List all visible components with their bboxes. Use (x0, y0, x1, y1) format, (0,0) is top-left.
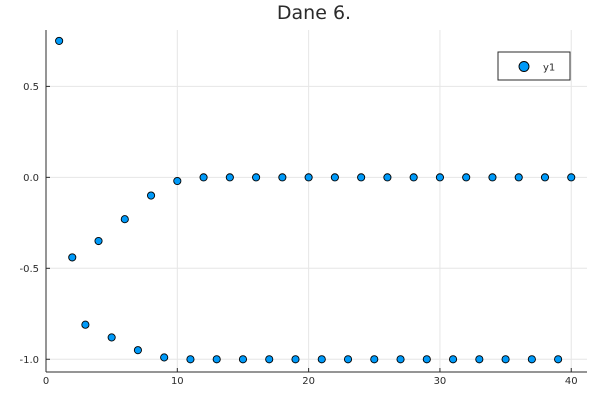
data-point (488, 173, 497, 182)
y-tick-label: -1.0 (19, 355, 39, 366)
x-tick-label: 10 (171, 376, 184, 387)
chart-title: Dane 6. (277, 2, 351, 24)
data-point (540, 173, 550, 182)
data-point (383, 173, 392, 182)
data-point (304, 173, 313, 182)
data-point (501, 355, 510, 364)
data-point (278, 173, 287, 182)
data-points (55, 36, 576, 364)
data-point (238, 355, 248, 364)
data-point (357, 173, 366, 182)
data-point (370, 355, 379, 364)
data-point (514, 173, 523, 182)
data-point (252, 173, 261, 182)
data-point (291, 355, 300, 364)
data-point (199, 173, 208, 182)
legend-box (497, 51, 571, 81)
axes (45, 30, 587, 373)
y-tick-label: 0.0 (23, 173, 39, 184)
data-point (212, 355, 221, 364)
data-point (107, 333, 116, 342)
data-point (449, 355, 458, 364)
data-point (94, 236, 103, 246)
tick-labels: 0 10 20 30 40 -1.0 -0.5 0.0 0.5 (19, 82, 577, 387)
data-point (81, 320, 90, 329)
x-tick-label: 0 (43, 376, 49, 387)
legend-label: y1 (543, 63, 555, 74)
data-point (343, 355, 353, 364)
data-point (475, 355, 484, 364)
data-point (422, 355, 431, 364)
data-point (317, 355, 326, 364)
x-tick-label: 20 (302, 376, 315, 387)
data-point (527, 355, 536, 364)
data-point (435, 173, 444, 182)
data-point (68, 253, 77, 262)
data-point (567, 173, 576, 182)
y-tick-label: -0.5 (19, 264, 39, 275)
data-point (146, 191, 156, 200)
data-point (133, 346, 142, 355)
data-point (409, 173, 418, 182)
data-point (225, 173, 234, 182)
data-point (396, 355, 405, 364)
x-tick-label: 30 (434, 376, 447, 387)
data-point (330, 173, 339, 182)
data-point (120, 215, 129, 224)
legend-marker (518, 61, 530, 72)
data-point (462, 173, 471, 182)
data-point (554, 355, 563, 364)
x-tick-label: 40 (565, 376, 578, 387)
data-point (265, 355, 274, 364)
y-tick-label: 0.5 (23, 82, 39, 93)
data-point (186, 355, 195, 364)
data-point (160, 353, 169, 362)
legend: y1 (497, 51, 571, 81)
data-point (173, 176, 182, 186)
grid-lines (45, 30, 587, 372)
data-point (55, 36, 64, 45)
